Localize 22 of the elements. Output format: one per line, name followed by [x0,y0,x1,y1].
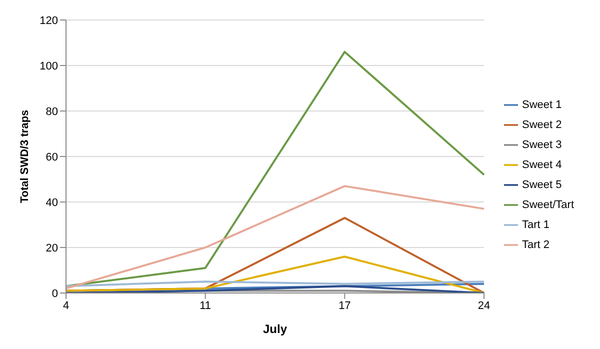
legend-label: Tart 2 [522,238,550,250]
y-tick-label: 80 [46,106,58,118]
x-tick-label: 24 [478,300,490,312]
legend-label: Sweet 2 [522,118,562,130]
x-tick-label: 4 [62,300,70,312]
y-tick-label: 60 [46,151,58,164]
legend-label: Sweet 3 [522,138,562,150]
y-tick-label: 40 [46,196,58,209]
x-tick-label: 17 [338,300,351,312]
legend-label: Tart 1 [522,218,550,230]
y-tick-label: 120 [40,14,58,27]
x-axis-title: July [263,322,288,336]
y-tick-label: 20 [46,242,58,254]
y-tick-label: 100 [40,60,58,72]
legend-label: Sweet 4 [522,158,562,170]
x-tick-label: 11 [200,300,212,312]
legend-label: Sweet/Tart [522,198,574,210]
legend-label: Sweet 1 [522,98,562,110]
line-series [65,185,486,290]
legend-label: Sweet 5 [522,178,562,190]
y-axis-title: Total SWD/3 traps [18,110,31,204]
y-tick-label: 0 [52,288,58,300]
